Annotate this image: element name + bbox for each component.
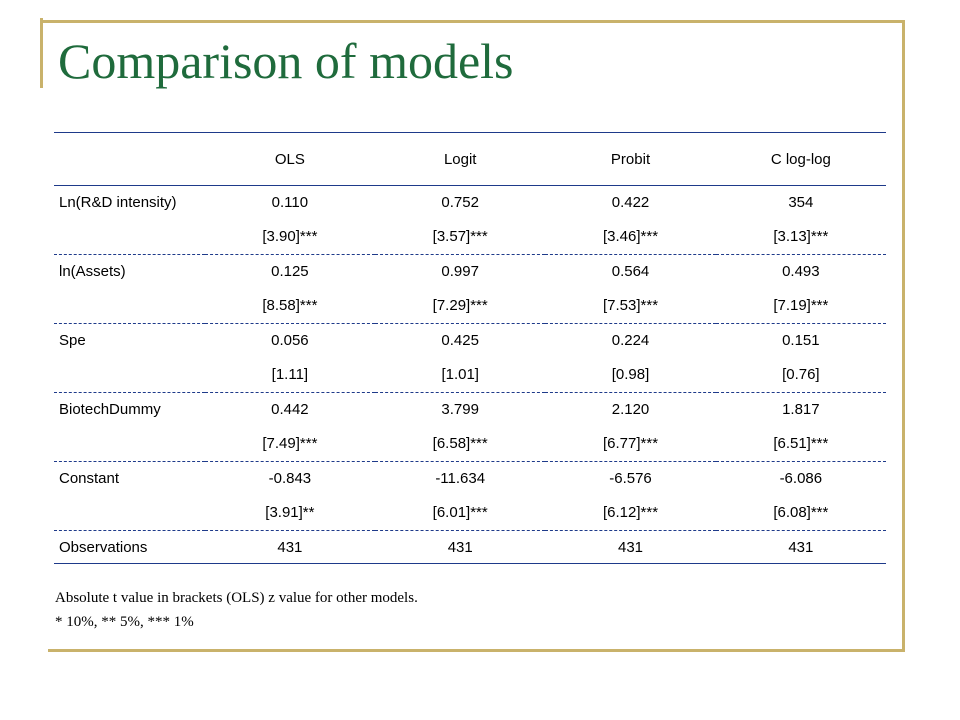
- variable-name-cell: BiotechDummy: [59, 401, 161, 418]
- frame-top-line: [40, 20, 904, 23]
- table-row-test-statistic: [3.91]** [6.01]*** [6.12]*** [6.08]***: [54, 495, 886, 531]
- frame-left-line: [40, 18, 43, 88]
- variable-name-cell: Spe: [59, 332, 86, 349]
- coefficient-cell: 0.493: [782, 263, 820, 280]
- table-row-test-statistic: [1.11] [1.01] [0.98] [0.76]: [54, 357, 886, 393]
- table-row-coefficient: Ln(R&D intensity) 0.110 0.752 0.422 354: [54, 186, 886, 220]
- test-statistic-cell: [3.90]***: [262, 228, 318, 245]
- header-cell-logit: Logit: [443, 150, 477, 168]
- variable-name-cell: Ln(R&D intensity): [59, 194, 177, 211]
- table-row-coefficient: ln(Assets) 0.125 0.997 0.564 0.493: [54, 255, 886, 289]
- observations-value-cell: 431: [618, 538, 644, 556]
- table-row-observations: Observations 431 431 431 431: [54, 531, 886, 564]
- slide-title: Comparison of models: [58, 33, 514, 89]
- header-cell-probit: Probit: [610, 150, 651, 168]
- test-statistic-cell: [7.53]***: [602, 297, 659, 314]
- test-statistic-cell: [6.08]***: [773, 504, 829, 521]
- coefficient-cell: -0.843: [268, 470, 312, 487]
- coefficient-cell: -6.086: [779, 470, 823, 487]
- header-cell-cloglog: C log-log: [770, 150, 831, 168]
- coefficient-cell: 0.442: [271, 401, 309, 418]
- test-statistic-cell: [7.19]***: [773, 297, 829, 314]
- coefficient-cell: 0.224: [611, 332, 650, 349]
- test-statistic-cell: [0.76]: [782, 366, 820, 383]
- coefficient-cell: 1.817: [782, 401, 820, 418]
- empty-cell: [54, 426, 205, 462]
- empty-cell: [54, 495, 205, 531]
- coefficient-cell: 0.997: [441, 263, 479, 280]
- header-cell-variable: [54, 133, 205, 186]
- coefficient-cell: 0.564: [611, 263, 650, 280]
- coefficient-cell: 0.752: [441, 194, 479, 211]
- test-statistic-cell: [3.13]***: [773, 228, 829, 245]
- test-statistic-cell: [1.11]: [271, 366, 309, 383]
- test-statistic-cell: [6.51]***: [773, 435, 829, 452]
- observations-value-cell: 431: [277, 538, 303, 556]
- footnote-statistics: Absolute t value in brackets (OLS) z val…: [55, 590, 418, 606]
- coefficient-cell: 0.151: [782, 332, 820, 349]
- coefficient-cell: -11.634: [435, 470, 486, 487]
- table-row-test-statistic: [7.49]*** [6.58]*** [6.77]*** [6.51]***: [54, 426, 886, 462]
- empty-cell: [54, 219, 205, 255]
- variable-name-cell: ln(Assets): [59, 263, 126, 280]
- test-statistic-cell: [6.12]***: [602, 504, 659, 521]
- table-row-coefficient: BiotechDummy 0.442 3.799 2.120 1.817: [54, 393, 886, 427]
- observations-value-cell: 431: [447, 538, 473, 556]
- table-row-coefficient: Constant -0.843 -11.634 -6.576 -6.086: [54, 462, 886, 496]
- test-statistic-cell: [7.29]***: [432, 297, 488, 314]
- frame-bottom-line: [48, 649, 904, 652]
- table-row-coefficient: Spe 0.056 0.425 0.224 0.151: [54, 324, 886, 358]
- observations-value-cell: 431: [788, 538, 814, 556]
- test-statistic-cell: [1.01]: [441, 366, 479, 383]
- test-statistic-cell: [3.46]***: [602, 228, 659, 245]
- coefficient-cell: 354: [788, 194, 814, 211]
- coefficient-cell: 0.056: [271, 332, 309, 349]
- table-header-row: OLS Logit Probit C log-log: [54, 132, 886, 186]
- model-comparison-table: OLS Logit Probit C log-log Ln(R&D intens…: [54, 132, 886, 564]
- table-row-test-statistic: [8.58]*** [7.29]*** [7.53]*** [7.19]***: [54, 288, 886, 324]
- coefficient-cell: 0.425: [441, 332, 479, 349]
- test-statistic-cell: [3.57]***: [432, 228, 488, 245]
- test-statistic-cell: [6.77]***: [602, 435, 659, 452]
- table-row-test-statistic: [3.90]*** [3.57]*** [3.46]*** [3.13]***: [54, 219, 886, 255]
- test-statistic-cell: [0.98]: [611, 366, 650, 383]
- test-statistic-cell: [3.91]**: [265, 504, 315, 521]
- coefficient-cell: 0.422: [611, 194, 650, 211]
- coefficient-cell: 2.120: [611, 401, 650, 418]
- frame-right-line: [902, 20, 905, 652]
- coefficient-cell: 0.125: [271, 263, 309, 280]
- test-statistic-cell: [7.49]***: [262, 435, 318, 452]
- footnote-significance: * 10%, ** 5%, *** 1%: [55, 614, 194, 630]
- test-statistic-cell: [6.01]***: [432, 504, 488, 521]
- empty-cell: [54, 357, 205, 393]
- coefficient-cell: 3.799: [441, 401, 479, 418]
- test-statistic-cell: [6.58]***: [432, 435, 488, 452]
- table-body: Ln(R&D intensity) 0.110 0.752 0.422 354 [3.90…: [54, 186, 886, 564]
- variable-name-cell: Constant: [59, 470, 120, 487]
- test-statistic-cell: [8.58]***: [262, 297, 318, 314]
- observations-label-cell: Observations: [59, 538, 148, 556]
- coefficient-cell: -6.576: [609, 470, 652, 487]
- header-cell-ols: OLS: [274, 150, 305, 168]
- empty-cell: [54, 288, 205, 324]
- coefficient-cell: 0.110: [271, 194, 309, 211]
